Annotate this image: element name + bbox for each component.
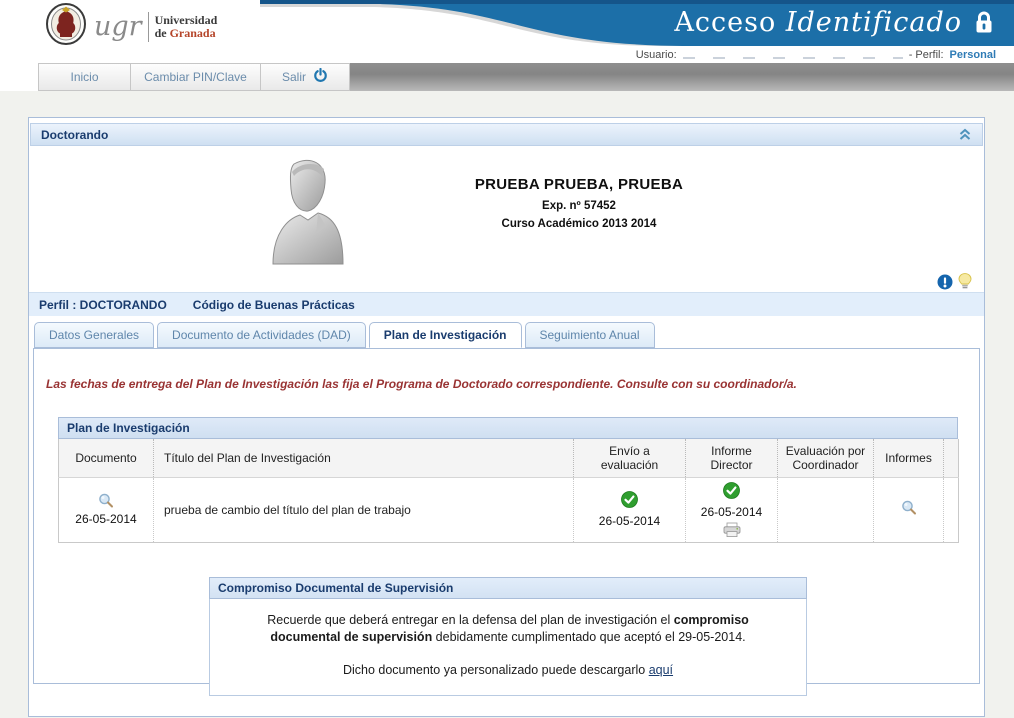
- col-documento: Documento: [58, 439, 154, 478]
- plan-table-title: Plan de Investigación: [58, 417, 958, 439]
- informe-check-icon: [723, 481, 740, 502]
- nav-cambiar-pin-label: Cambiar PIN/Clave: [144, 70, 247, 84]
- cell-evaluacion-coordinador: [777, 477, 874, 542]
- user-status-line: Usuario: - Perfil: Personal: [0, 46, 1014, 63]
- download-aqui-link[interactable]: aquí: [648, 662, 674, 677]
- cell-informes: [873, 477, 944, 542]
- nav-filler-bar: [350, 63, 1014, 91]
- table-header-row: Documento Título del Plan de Investigaci…: [58, 439, 959, 478]
- compromiso-title: Compromiso Documental de Supervisión: [209, 576, 807, 599]
- user-label: Usuario:: [635, 48, 677, 61]
- student-name: PRUEBA PRUEBA, PRUEBA: [474, 176, 684, 193]
- informe-date: 26-05-2014: [700, 504, 763, 519]
- lock-icon: [974, 10, 994, 40]
- nav-salir-button[interactable]: Salir: [260, 63, 350, 91]
- top-banner: Acceso Identificado ugr Universidad de G…: [0, 0, 1014, 46]
- col-filler: [943, 439, 959, 478]
- collapse-chevrons-icon[interactable]: [958, 128, 972, 141]
- student-expediente: Exp. nº 57452: [542, 200, 616, 212]
- envio-check-icon: [621, 491, 638, 511]
- documento-date: 26-05-2014: [75, 512, 137, 526]
- plan-investigacion-table: Plan de Investigación Documento Título d…: [58, 417, 959, 543]
- page-background: Doctorando: [0, 91, 1014, 718]
- tab-documento-actividades[interactable]: Documento de Actividades (DAD): [157, 322, 366, 348]
- doctorando-header-bar: Doctorando: [30, 123, 983, 146]
- nav-salir-label: Salir: [281, 70, 306, 84]
- cell-envio: 26-05-2014: [573, 477, 686, 542]
- main-nav: Inicio Cambiar PIN/Clave Salir: [0, 63, 1014, 91]
- view-document-magnifier-icon[interactable]: [98, 493, 114, 509]
- profile-label: - Perfil:: [908, 48, 944, 61]
- section-tabs: Datos Generales Documento de Actividades…: [34, 322, 984, 348]
- profile-value[interactable]: Personal: [949, 48, 996, 61]
- codigo-buenas-practicas-link[interactable]: Código de Buenas Prácticas: [192, 297, 355, 312]
- table-row: 26-05-2014 prueba de cambio del título d…: [58, 477, 959, 542]
- avatar: [266, 156, 348, 271]
- doctorando-panel: Doctorando: [28, 117, 985, 717]
- ugr-crest-icon: [46, 3, 86, 50]
- cell-filler: [943, 477, 959, 542]
- academic-year: Curso Académico 2013 2014: [501, 218, 657, 230]
- compromiso-paragraph-2: Dicho documento ya personalizado puede d…: [342, 662, 674, 677]
- col-informe-director: Informe Director: [685, 439, 778, 478]
- tab-datos-generales[interactable]: Datos Generales: [34, 322, 155, 348]
- tab-plan-investigacion[interactable]: Plan de Investigación: [368, 322, 522, 348]
- col-titulo: Título del Plan de Investigación: [153, 439, 574, 478]
- logo-divider: [147, 11, 149, 42]
- doctorando-title: Doctorando: [41, 127, 109, 142]
- ugr-wordmark: ugr: [94, 11, 142, 42]
- lightbulb-icon[interactable]: [958, 273, 972, 290]
- col-evaluacion-coordinador: Evaluación por Coordinador: [777, 439, 874, 478]
- nav-inicio-label: Inicio: [70, 70, 99, 84]
- view-informes-magnifier-icon[interactable]: [901, 500, 917, 519]
- power-icon: [313, 67, 328, 86]
- tab-seguimiento-anual[interactable]: Seguimiento Anual: [524, 322, 655, 348]
- cell-titulo: prueba de cambio del título del plan de …: [153, 477, 574, 542]
- envio-date: 26-05-2014: [598, 514, 661, 528]
- compromiso-paragraph-1: Recuerde que deberá entregar en la defen…: [267, 612, 749, 644]
- nav-cambiar-pin-button[interactable]: Cambiar PIN/Clave: [130, 63, 260, 91]
- cell-informe-director: 26-05-2014: [685, 477, 778, 542]
- nav-inicio-button[interactable]: Inicio: [38, 63, 130, 91]
- print-informe-printer-icon[interactable]: [723, 522, 741, 538]
- plan-grid: Documento Título del Plan de Investigaci…: [58, 439, 959, 543]
- col-envio: Envío a evaluación: [573, 439, 686, 478]
- student-profile-section: PRUEBA PRUEBA, PRUEBA Exp. nº 57452 Curs…: [29, 146, 984, 292]
- cell-documento: 26-05-2014: [58, 477, 154, 542]
- profile-icons: [937, 273, 972, 290]
- page-title: Acceso Identificado: [674, 7, 962, 38]
- tab-content: Las fechas de entrega del Plan de Invest…: [33, 348, 980, 696]
- col-informes: Informes: [873, 439, 944, 478]
- info-icon[interactable]: [937, 274, 953, 290]
- compromiso-body: Recuerde que deberá entregar en la defen…: [209, 598, 807, 696]
- perfil-doctorando-label: Perfil : DOCTORANDO: [39, 297, 167, 312]
- ugr-logo: ugr Universidad de Granada: [46, 3, 217, 50]
- university-name: Universidad de Granada: [154, 12, 218, 40]
- user-name-redacted: [682, 49, 903, 60]
- perfil-bar: Perfil : DOCTORANDO Código de Buenas Prá…: [29, 292, 984, 316]
- banner-swoosh: Acceso Identificado: [260, 0, 1014, 46]
- student-identity: PRUEBA PRUEBA, PRUEBA Exp. nº 57452 Curs…: [339, 176, 819, 230]
- compromiso-box: Compromiso Documental de Supervisión Rec…: [209, 576, 807, 696]
- deadline-notice: Las fechas de entrega del Plan de Invest…: [46, 377, 797, 391]
